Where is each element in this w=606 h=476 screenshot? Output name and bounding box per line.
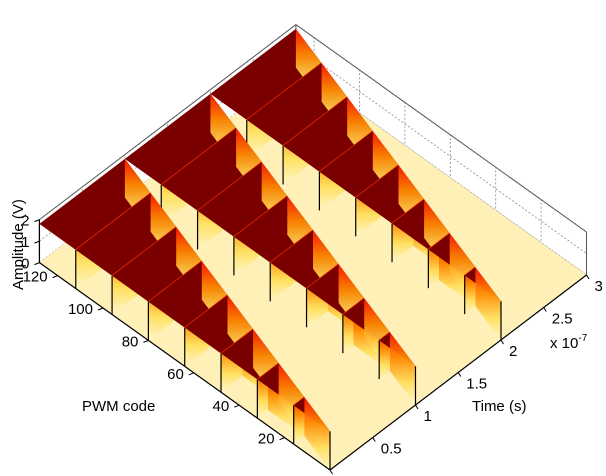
y-tick-label: 120 <box>23 269 48 286</box>
step-highlight <box>160 127 237 186</box>
y-tick-mark <box>279 437 285 441</box>
x-tick-label: 3 <box>595 278 603 295</box>
axis-labels: Amplitude (V) PWM code Time (s) x 10-7 <box>10 199 588 415</box>
fall-surface <box>475 267 501 340</box>
fall-surface <box>389 332 416 405</box>
step-highlight <box>246 62 322 121</box>
y-tick-label: 100 <box>68 301 93 318</box>
high-plateau <box>39 158 151 250</box>
y-axis-line <box>39 262 331 471</box>
x-tick-mark <box>415 404 419 410</box>
x-tick-mark <box>457 372 462 377</box>
x-tick-label: 0.5 <box>381 441 402 458</box>
z-tick-label: 0 <box>21 256 29 273</box>
x-tick-mark <box>500 339 504 345</box>
grid-line <box>39 45 587 254</box>
y-tick-mark <box>143 339 149 343</box>
y-tick-mark <box>52 275 58 279</box>
x-tick-mark <box>372 437 376 442</box>
z-tick-mark <box>34 240 40 244</box>
x-tick-mark <box>543 307 547 312</box>
z-tick-mark <box>34 219 40 223</box>
x-tick-label: 0 <box>338 473 346 476</box>
x-tick-label: 1 <box>424 408 432 425</box>
z-tick-label: 2 <box>21 213 29 230</box>
x-axis-label: Time (s) <box>472 398 526 415</box>
x-tick-label: 2 <box>509 343 517 360</box>
y-tick-label: 60 <box>167 366 184 383</box>
z-tick-label: 1 <box>21 234 29 251</box>
step-highlight <box>293 396 305 406</box>
step-highlight <box>378 331 391 341</box>
high-plateau <box>210 28 322 120</box>
surface-strips <box>38 28 587 471</box>
fall-surface <box>304 397 330 470</box>
y-axis-label: PWM code <box>82 398 155 415</box>
y-tick-label: 80 <box>122 333 139 350</box>
z-tick-mark <box>34 262 40 266</box>
y-tick-label: 40 <box>213 398 230 415</box>
step-highlight <box>464 266 476 276</box>
x-tick-label: 1.5 <box>466 376 487 393</box>
x-tick-label: 2.5 <box>552 311 573 328</box>
y-tick-mark <box>188 372 194 376</box>
x-exponent-label: x 10-7 <box>550 333 588 352</box>
y-tick-label: 20 <box>258 431 275 448</box>
step-highlight <box>75 192 151 251</box>
high-plateau <box>124 93 237 185</box>
x-tick-mark <box>329 469 333 475</box>
y-tick-mark <box>97 307 104 311</box>
z-axis-label: Amplitude (V) <box>10 199 27 290</box>
y-tick-mark <box>234 404 240 408</box>
x-tick-mark <box>586 274 590 280</box>
x-exponent-power: -7 <box>578 333 587 344</box>
